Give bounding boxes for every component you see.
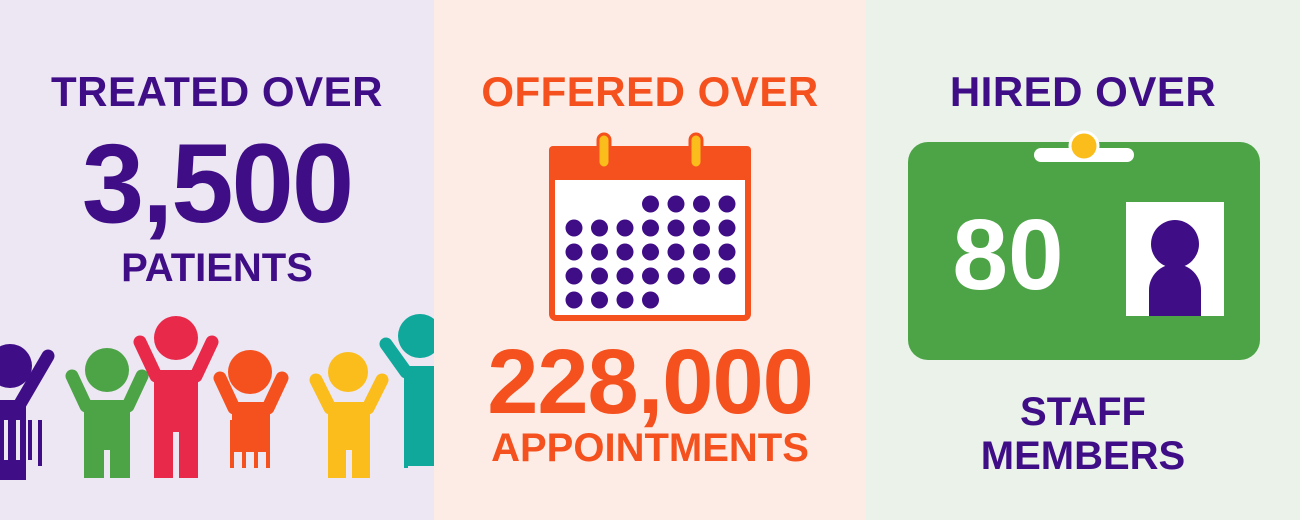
child-figure-yellow — [309, 352, 389, 480]
staff-label: STAFF MEMBERS — [866, 390, 1300, 478]
appointments-label: APPOINTMENTS — [491, 426, 809, 470]
calendar-day-dot — [693, 243, 710, 261]
calendar-day-dot — [667, 243, 685, 261]
patients-number: 3,500 — [81, 121, 354, 246]
calendar-day-dot — [667, 195, 685, 213]
calendar-day-dot — [667, 219, 685, 237]
staff-heading: HIRED OVER — [949, 68, 1217, 115]
calendar-day-dot — [616, 267, 634, 285]
calendar-day-dot — [565, 219, 583, 237]
staff-number: 80 — [952, 199, 1064, 311]
staff-label-line2: MEMBERS — [980, 434, 1186, 478]
patients-heading: TREATED OVER — [51, 68, 383, 115]
calendar-day-dot — [591, 219, 608, 237]
calendar-day-dot — [718, 267, 736, 285]
child-figure-teal — [379, 314, 434, 468]
calendar-day-dot — [693, 219, 710, 237]
calendar-day-dot — [693, 195, 710, 213]
calendar-day-dot — [693, 267, 710, 285]
calendar-day-dot — [642, 195, 659, 213]
calendar-day-dot — [642, 267, 659, 285]
appointments-number: 228,000 — [487, 331, 814, 433]
calendar-day-dot — [565, 243, 583, 261]
appointments-heading: OFFERED OVER — [481, 68, 819, 115]
id-badge-icon — [908, 130, 1260, 360]
child-figure-green — [65, 348, 149, 480]
staff-panel: HIRED OVER 80 STAFF MEMBERS — [866, 0, 1300, 520]
calendar-day-dot — [565, 291, 583, 309]
calendar-day-dot — [591, 291, 608, 309]
child-figure-red — [133, 316, 219, 480]
child-figure-purple — [0, 344, 55, 480]
calendar-day-dot — [616, 219, 634, 237]
appointments-panel: OFFERED OVER 228,000 APPOINTMENTS — [434, 0, 866, 520]
calendar-day-dot — [718, 243, 736, 261]
child-figure-orange — [213, 350, 289, 468]
patients-label: PATIENTS — [121, 246, 313, 290]
calendar-day-dot — [642, 219, 659, 237]
calendar-day-dots — [565, 195, 736, 309]
patients-panel: TREATED OVER 3,500 PATIENTS — [0, 0, 434, 520]
calendar-day-dot — [591, 243, 608, 261]
calendar-day-dot — [591, 267, 608, 285]
calendar-day-dot — [667, 267, 685, 285]
children-group-icon — [0, 314, 434, 480]
calendar-day-dot — [565, 267, 583, 285]
staff-label-line1: STAFF — [1020, 390, 1146, 434]
calendar-day-dot — [718, 219, 736, 237]
calendar-day-dot — [616, 291, 634, 309]
calendar-day-dot — [718, 195, 736, 213]
calendar-day-dot — [642, 243, 659, 261]
calendar-day-dot — [616, 243, 634, 261]
calendar-icon — [549, 132, 751, 321]
calendar-day-dot — [642, 291, 659, 309]
